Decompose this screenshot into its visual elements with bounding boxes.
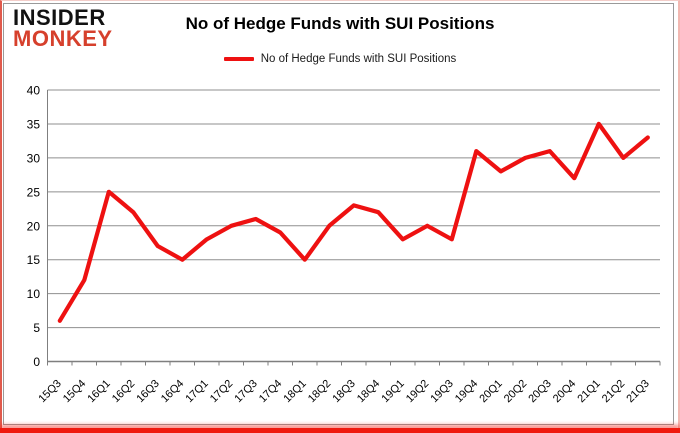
x-axis-tick-label: 21Q1 [575, 378, 603, 406]
data-line [57, 121, 650, 323]
x-axis-tick-label: 20Q2 [502, 378, 530, 406]
x-axis-tick-label: 16Q2 [110, 378, 138, 406]
chart-title: No of Hedge Funds with SUI Positions [185, 14, 495, 33]
x-axis-tick-label: 19Q1 [379, 378, 407, 406]
y-axis-tick-label: 5 [33, 321, 40, 335]
x-axis-tick-label: 17Q1 [183, 378, 211, 406]
legend-label: No of Hedge Funds with SUI Positions [260, 53, 457, 65]
logo-text-insider: INSIDER [13, 5, 106, 30]
x-axis-tick-label: 17Q3 [232, 378, 260, 406]
y-axis-tick-label: 35 [27, 117, 41, 131]
y-axis-tick-label: 30 [27, 151, 41, 165]
x-axis-tick-label: 17Q2 [208, 378, 236, 406]
x-axis-tick-label: 16Q4 [159, 378, 187, 406]
x-axis-tick-label: 15Q4 [61, 378, 89, 406]
x-axis-tick-label: 21Q3 [624, 378, 652, 406]
x-axis-tick-label: 16Q1 [85, 378, 113, 406]
x-axis-tick-label: 19Q4 [453, 378, 481, 406]
legend: No of Hedge Funds with SUI Positions [0, 53, 680, 65]
x-axis-tick-label: 19Q2 [404, 378, 432, 406]
legend-line-swatch [223, 57, 254, 61]
y-axis-tick-label: 40 [27, 84, 41, 98]
x-axis-tick-label: 18Q4 [355, 378, 383, 406]
y-axis-tick-label: 10 [27, 287, 41, 301]
y-axis-tick-label: 20 [27, 219, 41, 233]
x-axis-tick-label: 20Q1 [477, 378, 505, 406]
y-axis-tick-label: 15 [27, 253, 41, 267]
x-axis-tick-label: 19Q3 [428, 378, 456, 406]
x-axis-tick-label: 17Q4 [257, 378, 285, 406]
logo-text-monkey: MONKEY [13, 25, 113, 51]
y-axis-tick-label: 25 [27, 185, 41, 199]
x-axis-tick-label: 18Q1 [281, 378, 309, 406]
x-axis-tick-label: 18Q3 [330, 378, 358, 406]
x-axis-tick-label: 18Q2 [306, 378, 334, 406]
y-axis-tick-label: 0 [33, 355, 40, 369]
x-axis-tick-label: 15Q3 [36, 378, 64, 406]
x-axis-tick-label: 16Q3 [134, 378, 162, 406]
x-axis-tick-label: 20Q3 [526, 378, 554, 406]
x-axis-tick-label: 21Q2 [600, 378, 628, 406]
x-axis-tick-label: 20Q4 [551, 378, 579, 406]
insider-monkey-logo: INSIDER MONKEY [13, 5, 113, 51]
